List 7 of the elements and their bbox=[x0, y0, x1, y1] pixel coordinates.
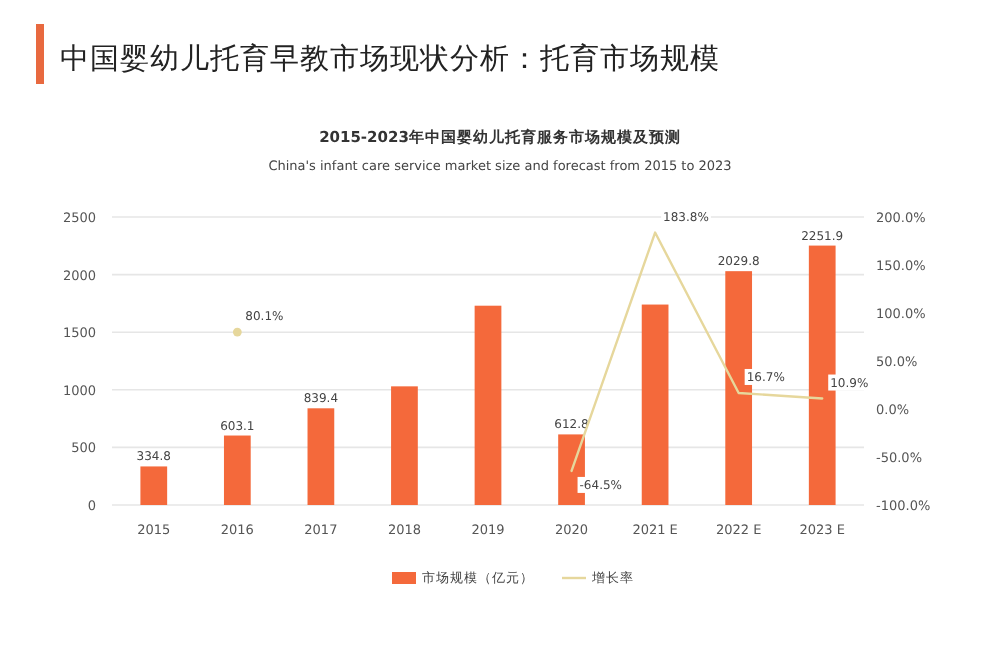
bar bbox=[474, 305, 502, 505]
bar bbox=[140, 466, 168, 505]
bar bbox=[641, 304, 669, 505]
chart-title: 中国婴幼儿托育早教市场现状分析：托育市场规模 bbox=[60, 42, 720, 76]
bar bbox=[391, 386, 418, 505]
bar bbox=[223, 435, 251, 505]
bar bbox=[307, 408, 335, 505]
